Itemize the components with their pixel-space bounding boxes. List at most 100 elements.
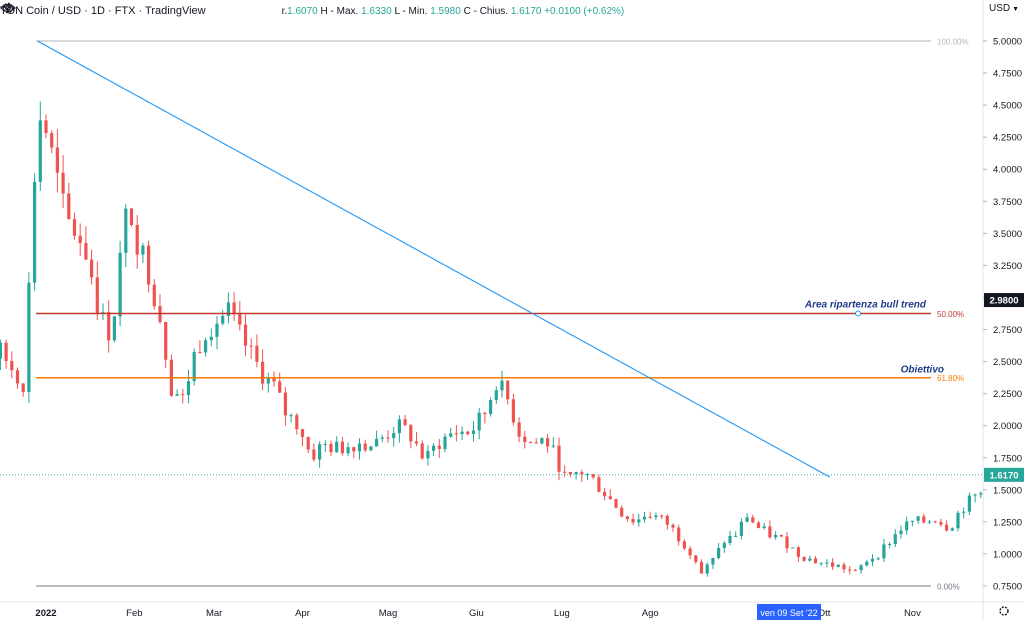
y-tick-label: 2.5000: [993, 357, 1022, 368]
candle-body: [420, 443, 424, 459]
currency-selector[interactable]: USD ▼: [989, 3, 1019, 14]
candle-body: [363, 443, 367, 451]
x-tick-label: Ago: [642, 608, 659, 619]
candle-body: [118, 252, 122, 317]
candle-body: [95, 277, 99, 314]
candle-body: [357, 443, 362, 452]
date-highlight-label: ven 09 Set '22: [760, 608, 817, 618]
candle-body: [432, 445, 436, 451]
candle-body: [489, 399, 493, 414]
candle-body: [15, 370, 20, 384]
symbol-title[interactable]: TON Coin / USD · 1D · FTX · TradingView: [0, 5, 206, 17]
candle-body: [443, 436, 447, 449]
eye-icon[interactable]: [0, 3, 232, 19]
candle-body: [945, 524, 949, 531]
candle-body: [209, 336, 213, 341]
x-tick-label: Feb: [126, 608, 142, 619]
y-tick-label: 3.7500: [993, 197, 1022, 208]
y-tick-label: 2.0000: [993, 421, 1022, 432]
high-label: H - Max.: [320, 5, 359, 17]
candle-body: [449, 433, 453, 437]
candle-body: [21, 383, 25, 392]
candle-body: [261, 361, 265, 384]
candle-body: [528, 442, 533, 444]
candle-body: [255, 345, 259, 362]
candle-body: [84, 243, 88, 260]
candle-body: [762, 526, 766, 529]
candle-body: [637, 519, 641, 523]
candle-body: [905, 521, 909, 531]
candle-body: [289, 415, 293, 417]
candle-body: [249, 345, 253, 347]
candle-body: [899, 530, 903, 535]
currency-label: USD: [989, 3, 1011, 14]
candle-body: [859, 565, 863, 571]
candle-body: [774, 535, 778, 538]
candle-body: [779, 535, 783, 537]
y-tick-label: 4.0000: [993, 165, 1022, 176]
candle-body: [939, 521, 943, 525]
trendline[interactable]: [37, 40, 831, 478]
candle-body: [853, 569, 857, 571]
low-value: 1.5980: [430, 5, 461, 17]
candle-body: [660, 515, 664, 517]
candle-body: [648, 516, 652, 518]
candle-body: [454, 433, 458, 435]
x-tick-label: Nov: [904, 608, 921, 619]
chevron-down-icon[interactable]: [2, 4, 276, 18]
x-tick-label: Mar: [206, 608, 222, 619]
y-tick-label: 1.7500: [993, 453, 1022, 464]
close-value: 1.6170: [510, 5, 542, 17]
gear-icon[interactable]: [999, 606, 1009, 616]
candle-body: [215, 323, 219, 337]
candle-body: [460, 431, 464, 435]
candle-body: [50, 133, 54, 148]
candle-body: [791, 547, 795, 549]
candle-body: [27, 282, 31, 392]
candle-body: [882, 544, 886, 559]
candle-body: [232, 302, 236, 315]
candle-body: [192, 351, 196, 382]
candle-body: [865, 561, 869, 566]
x-tick-label: Ott: [818, 608, 831, 619]
fib-level-label: 100.00%: [937, 38, 969, 47]
candle-body: [910, 520, 914, 522]
candle-body: [677, 527, 681, 542]
candle-body: [278, 381, 282, 393]
candle-body: [831, 562, 835, 567]
y-tick-label: 5.0000: [993, 37, 1022, 48]
candle-body: [397, 419, 401, 434]
candle-body: [511, 399, 515, 423]
candle-body: [375, 438, 379, 447]
fib-level-label: 50.00%: [937, 310, 964, 319]
candle-body: [922, 516, 926, 523]
candle-body: [0, 342, 2, 359]
y-tick-label: 4.7500: [993, 69, 1022, 80]
high-value: 1.6330: [361, 5, 392, 17]
candle-body: [471, 430, 476, 435]
y-tick-label: 3.2500: [993, 261, 1022, 272]
candle-body: [164, 321, 168, 360]
marked-price-label: 2.9800: [989, 296, 1018, 307]
candle-body: [927, 521, 932, 523]
candle-body: [135, 224, 139, 255]
candle-body: [717, 547, 721, 559]
ohlc-readout: r.1.6070 H - Max. 1.6330 L - Min. 1.5980…: [282, 6, 625, 17]
candle-body: [55, 147, 59, 173]
candle-body: [124, 208, 128, 253]
candle-body: [523, 436, 527, 443]
candle-body: [631, 519, 635, 523]
gear-icon[interactable]: [2, 2, 256, 19]
candle-body: [10, 360, 14, 371]
candle-body: [802, 556, 806, 561]
annotation-anchor[interactable]: [855, 310, 861, 317]
candle-body: [950, 528, 954, 531]
candle-body: [768, 526, 772, 538]
candle-body: [306, 436, 310, 450]
candle-body: [437, 445, 441, 449]
candle-body: [477, 412, 481, 431]
candle-body: [751, 517, 755, 523]
candle-body: [175, 394, 179, 396]
candle-body: [796, 547, 800, 557]
